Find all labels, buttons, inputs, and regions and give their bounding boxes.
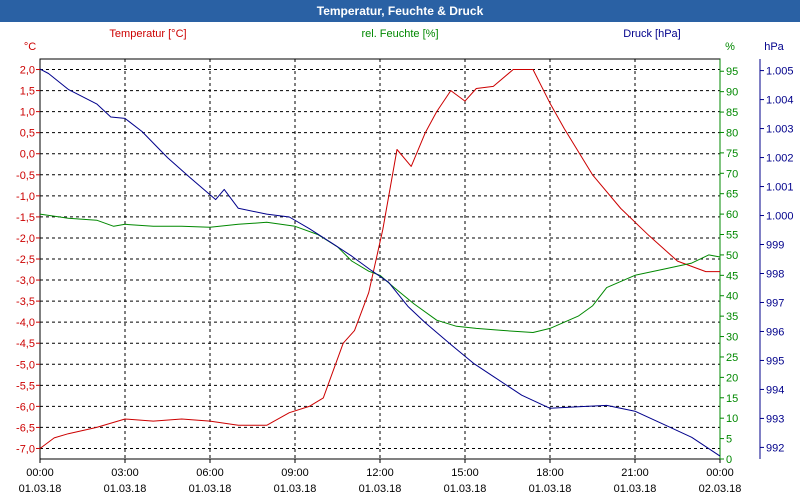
- humidity-tick-label: 45: [726, 270, 738, 282]
- temperature-unit-label: °C: [24, 41, 36, 53]
- data-series: [39, 68, 721, 457]
- pressure-tick-label: 996: [766, 326, 784, 338]
- humidity-tick-label: 95: [726, 66, 738, 78]
- humidity-tick-label: 0: [726, 454, 732, 466]
- humidity-tick-label: 85: [726, 107, 738, 119]
- x-tick-date-label: 02.03.18: [699, 483, 742, 495]
- x-tick-date-label: 01.03.18: [444, 483, 487, 495]
- line-chart: °C Temperatur [°C] rel. Feuchte [%] Druc…: [16, 28, 794, 495]
- pressure-tick-label: 997: [766, 297, 784, 309]
- pressure-axis-title: Druck [hPa]: [623, 28, 680, 40]
- x-tick-time-label: 21:00: [621, 467, 649, 479]
- humidity-tick-label: 20: [726, 372, 738, 384]
- humidity-tick-label: 60: [726, 209, 738, 221]
- temperature-tick-label: 0,0: [20, 149, 35, 161]
- pressure-tick-label: 1.005: [766, 66, 794, 78]
- window-title: Temperatur, Feuchte & Druck: [0, 0, 800, 22]
- humidity-axis-title: rel. Feuchte [%]: [361, 28, 438, 40]
- pressure-tick-label: 998: [766, 268, 784, 280]
- temperature-tick-label: -3,5: [16, 296, 35, 308]
- temperature-tick-label: -1,0: [16, 191, 35, 203]
- temperature-tick-label: -5,0: [16, 359, 35, 371]
- pressure-tick-label: 1.004: [766, 95, 794, 107]
- temperature-tick-label: -3,0: [16, 275, 35, 287]
- temperature-tick-label: -5,5: [16, 380, 35, 392]
- x-tick-date-label: 01.03.18: [274, 483, 317, 495]
- temperature-tick-label: -4,5: [16, 338, 35, 350]
- temperature-line: [39, 69, 720, 449]
- x-tick-date-label: 01.03.18: [614, 483, 657, 495]
- pressure-tick-label: 995: [766, 355, 784, 367]
- temperature-tick-label: -2,5: [16, 254, 35, 266]
- humidity-tick-label: 50: [726, 250, 738, 262]
- humidity-tick-label: 55: [726, 230, 738, 242]
- temperature-tick-label: 2,0: [20, 65, 35, 77]
- grid-lines: [40, 59, 720, 459]
- temperature-tick-label: 1,0: [20, 107, 35, 119]
- pressure-tick-label: 1.000: [766, 211, 794, 223]
- x-tick-time-label: 06:00: [196, 467, 224, 479]
- humidity-tick-label: 80: [726, 127, 738, 139]
- temperature-axis-title: Temperatur [°C]: [109, 28, 186, 40]
- humidity-tick-label: 10: [726, 413, 738, 425]
- x-tick-time-label: 00:00: [26, 467, 54, 479]
- x-tick-time-label: 00:00: [706, 467, 734, 479]
- x-tick-time-label: 09:00: [281, 467, 309, 479]
- pressure-unit-label: hPa: [764, 41, 784, 53]
- pressure-tick-label: 1.002: [766, 153, 794, 165]
- x-tick-time-label: 18:00: [536, 467, 564, 479]
- x-tick-date-label: 01.03.18: [104, 483, 147, 495]
- humidity-tick-label: 5: [726, 434, 732, 446]
- temperature-tick-label: 0,5: [20, 128, 35, 140]
- temperature-tick-label: -0,5: [16, 170, 35, 182]
- x-tick-date-label: 01.03.18: [19, 483, 62, 495]
- x-tick-date-label: 01.03.18: [189, 483, 232, 495]
- humidity-unit-label: %: [725, 41, 735, 53]
- x-tick-time-label: 03:00: [111, 467, 139, 479]
- pressure-tick-label: 992: [766, 442, 784, 454]
- humidity-tick-label: 40: [726, 291, 738, 303]
- temperature-tick-label: 1,5: [20, 86, 35, 98]
- pressure-tick-label: 1.003: [766, 124, 794, 136]
- temperature-tick-label: -2,0: [16, 233, 35, 245]
- pressure-tick-label: 1.001: [766, 182, 794, 194]
- temperature-tick-label: -6,0: [16, 401, 35, 413]
- humidity-tick-label: 90: [726, 87, 738, 99]
- x-tick-date-label: 01.03.18: [359, 483, 402, 495]
- humidity-tick-label: 70: [726, 168, 738, 180]
- temperature-tick-label: -7,0: [16, 443, 35, 455]
- tick-labels: 2,0 1,5 1,0 0,5 0,0 -0,5 -1,0 -1,5 -2,0 -2,5 -3,0 -…: [16, 59, 794, 495]
- temperature-tick-label: -1,5: [16, 212, 35, 224]
- humidity-tick-label: 75: [726, 148, 738, 160]
- pressure-tick-label: 993: [766, 413, 784, 425]
- humidity-tick-label: 35: [726, 311, 738, 323]
- pressure-tick-label: 999: [766, 240, 784, 252]
- x-tick-time-label: 12:00: [366, 467, 394, 479]
- pressure-line: [39, 68, 721, 457]
- humidity-tick-label: 30: [726, 332, 738, 344]
- axis-labels: °C Temperatur [°C] rel. Feuchte [%] Druc…: [24, 28, 785, 53]
- pressure-tick-label: 994: [766, 384, 784, 396]
- humidity-tick-label: 65: [726, 189, 738, 201]
- temperature-tick-label: -4,0: [16, 317, 35, 329]
- x-tick-time-label: 15:00: [451, 467, 479, 479]
- x-tick-date-label: 01.03.18: [529, 483, 572, 495]
- temperature-tick-label: -6,5: [16, 422, 35, 434]
- humidity-tick-label: 25: [726, 352, 738, 364]
- humidity-tick-label: 15: [726, 393, 738, 405]
